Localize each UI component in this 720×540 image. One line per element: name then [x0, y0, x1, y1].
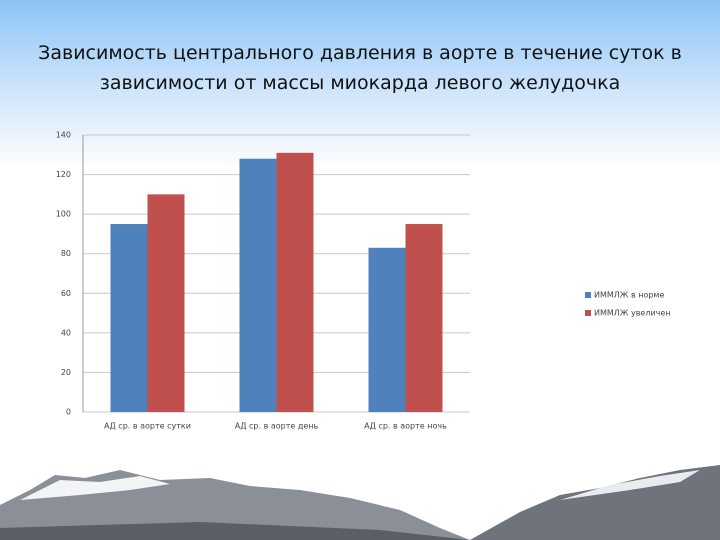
bar	[147, 194, 185, 412]
y-tick-label: 120	[56, 170, 71, 179]
bar	[239, 158, 277, 412]
legend-label: ИММЛЖ увеличен	[594, 309, 671, 318]
legend-label: ИММЛЖ в норме	[594, 291, 664, 300]
snow	[560, 470, 700, 500]
bar	[368, 247, 406, 412]
y-tick-label: 40	[61, 328, 71, 337]
y-tick-label: 80	[61, 249, 71, 258]
y-tick-label: 0	[66, 408, 71, 417]
bar	[276, 152, 314, 413]
bar	[405, 224, 443, 412]
chart-title: Зависимость центрального давления в аорт…	[38, 42, 682, 94]
x-tick-label: АД ср. в аорте ночь	[364, 422, 447, 431]
legend-swatch	[585, 310, 591, 316]
legend-swatch	[585, 292, 591, 298]
y-tick-label: 100	[56, 210, 71, 219]
x-tick-label: АД ср. в аорте сутки	[104, 422, 191, 431]
y-tick-label: 60	[61, 289, 71, 298]
y-tick-label: 20	[61, 368, 71, 377]
ground	[0, 522, 470, 540]
bar	[110, 224, 148, 412]
x-tick-label: АД ср. в аорте день	[235, 422, 319, 431]
y-tick-label: 140	[56, 131, 71, 140]
snow	[20, 476, 170, 500]
